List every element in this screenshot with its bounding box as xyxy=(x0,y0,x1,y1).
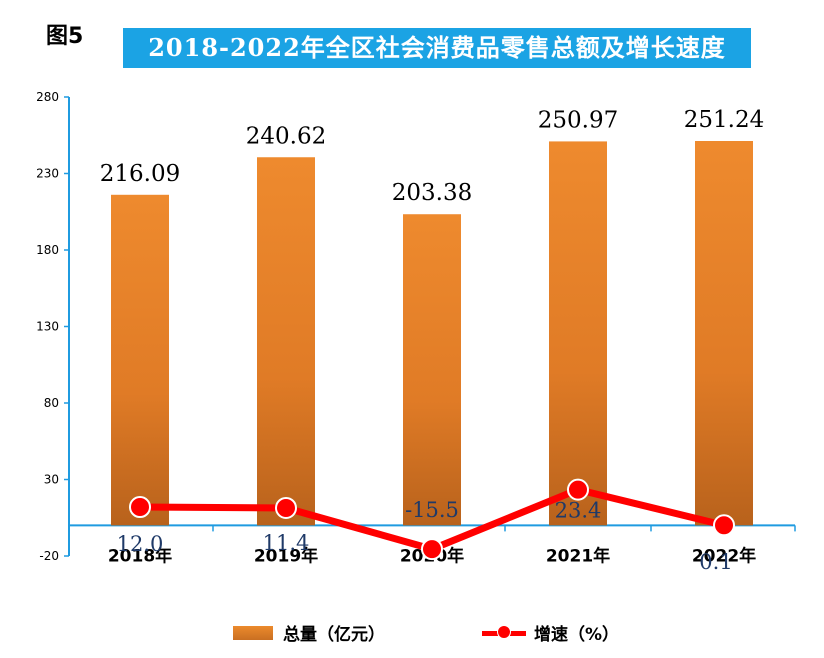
bar xyxy=(549,141,607,526)
bar-data-label: 240.62 xyxy=(246,123,326,149)
bar-data-label: 216.09 xyxy=(100,161,180,187)
x-category-label: 2019年 xyxy=(254,545,318,566)
bar-data-label: 250.97 xyxy=(538,107,618,133)
growth-point xyxy=(567,478,589,501)
legend-item-growth: 增速（%） xyxy=(482,620,619,645)
x-category-label: 2022年 xyxy=(692,545,756,566)
growth-point xyxy=(713,514,735,537)
legend-line-swatch xyxy=(482,624,526,640)
y-tick-label: 80 xyxy=(44,396,59,410)
chart-title: 2018-2022年全区社会消费品零售总额及增长速度 xyxy=(123,28,751,68)
growth-data-label: 11.4 xyxy=(263,531,310,555)
y-tick-label: 30 xyxy=(44,473,59,487)
y-tick-label: 280 xyxy=(36,90,59,104)
growth-data-label: 23.4 xyxy=(555,499,602,523)
bar xyxy=(403,214,461,526)
bar xyxy=(257,157,315,526)
chart-canvas: -2030801301802302802018年2019年2020年2021年2… xyxy=(36,90,796,574)
legend-line-label: 增速（%） xyxy=(534,625,620,645)
x-category-label: 2021年 xyxy=(546,545,610,566)
bar xyxy=(111,194,169,526)
y-tick-label: 180 xyxy=(36,243,59,257)
growth-point xyxy=(129,496,151,519)
growth-data-label: 0.1 xyxy=(699,550,732,574)
bar-data-label: 251.24 xyxy=(684,107,764,133)
x-category-label: 2018年 xyxy=(108,545,172,566)
y-tick-label: -20 xyxy=(39,549,59,563)
legend-bar-swatch xyxy=(233,625,273,640)
growth-data-label: -15.5 xyxy=(405,498,459,522)
growth-point xyxy=(421,538,443,561)
legend-bar-label: 总量（亿元） xyxy=(283,625,385,645)
bar xyxy=(695,141,753,526)
y-tick-label: 130 xyxy=(36,320,59,334)
growth-data-label: 12.0 xyxy=(117,532,164,556)
growth-point xyxy=(275,496,297,519)
figure-label: 图5 xyxy=(46,24,84,49)
y-tick-label: 230 xyxy=(36,167,59,181)
bar-data-label: 203.38 xyxy=(392,180,472,206)
legend-item-total: 总量（亿元） xyxy=(233,620,385,645)
